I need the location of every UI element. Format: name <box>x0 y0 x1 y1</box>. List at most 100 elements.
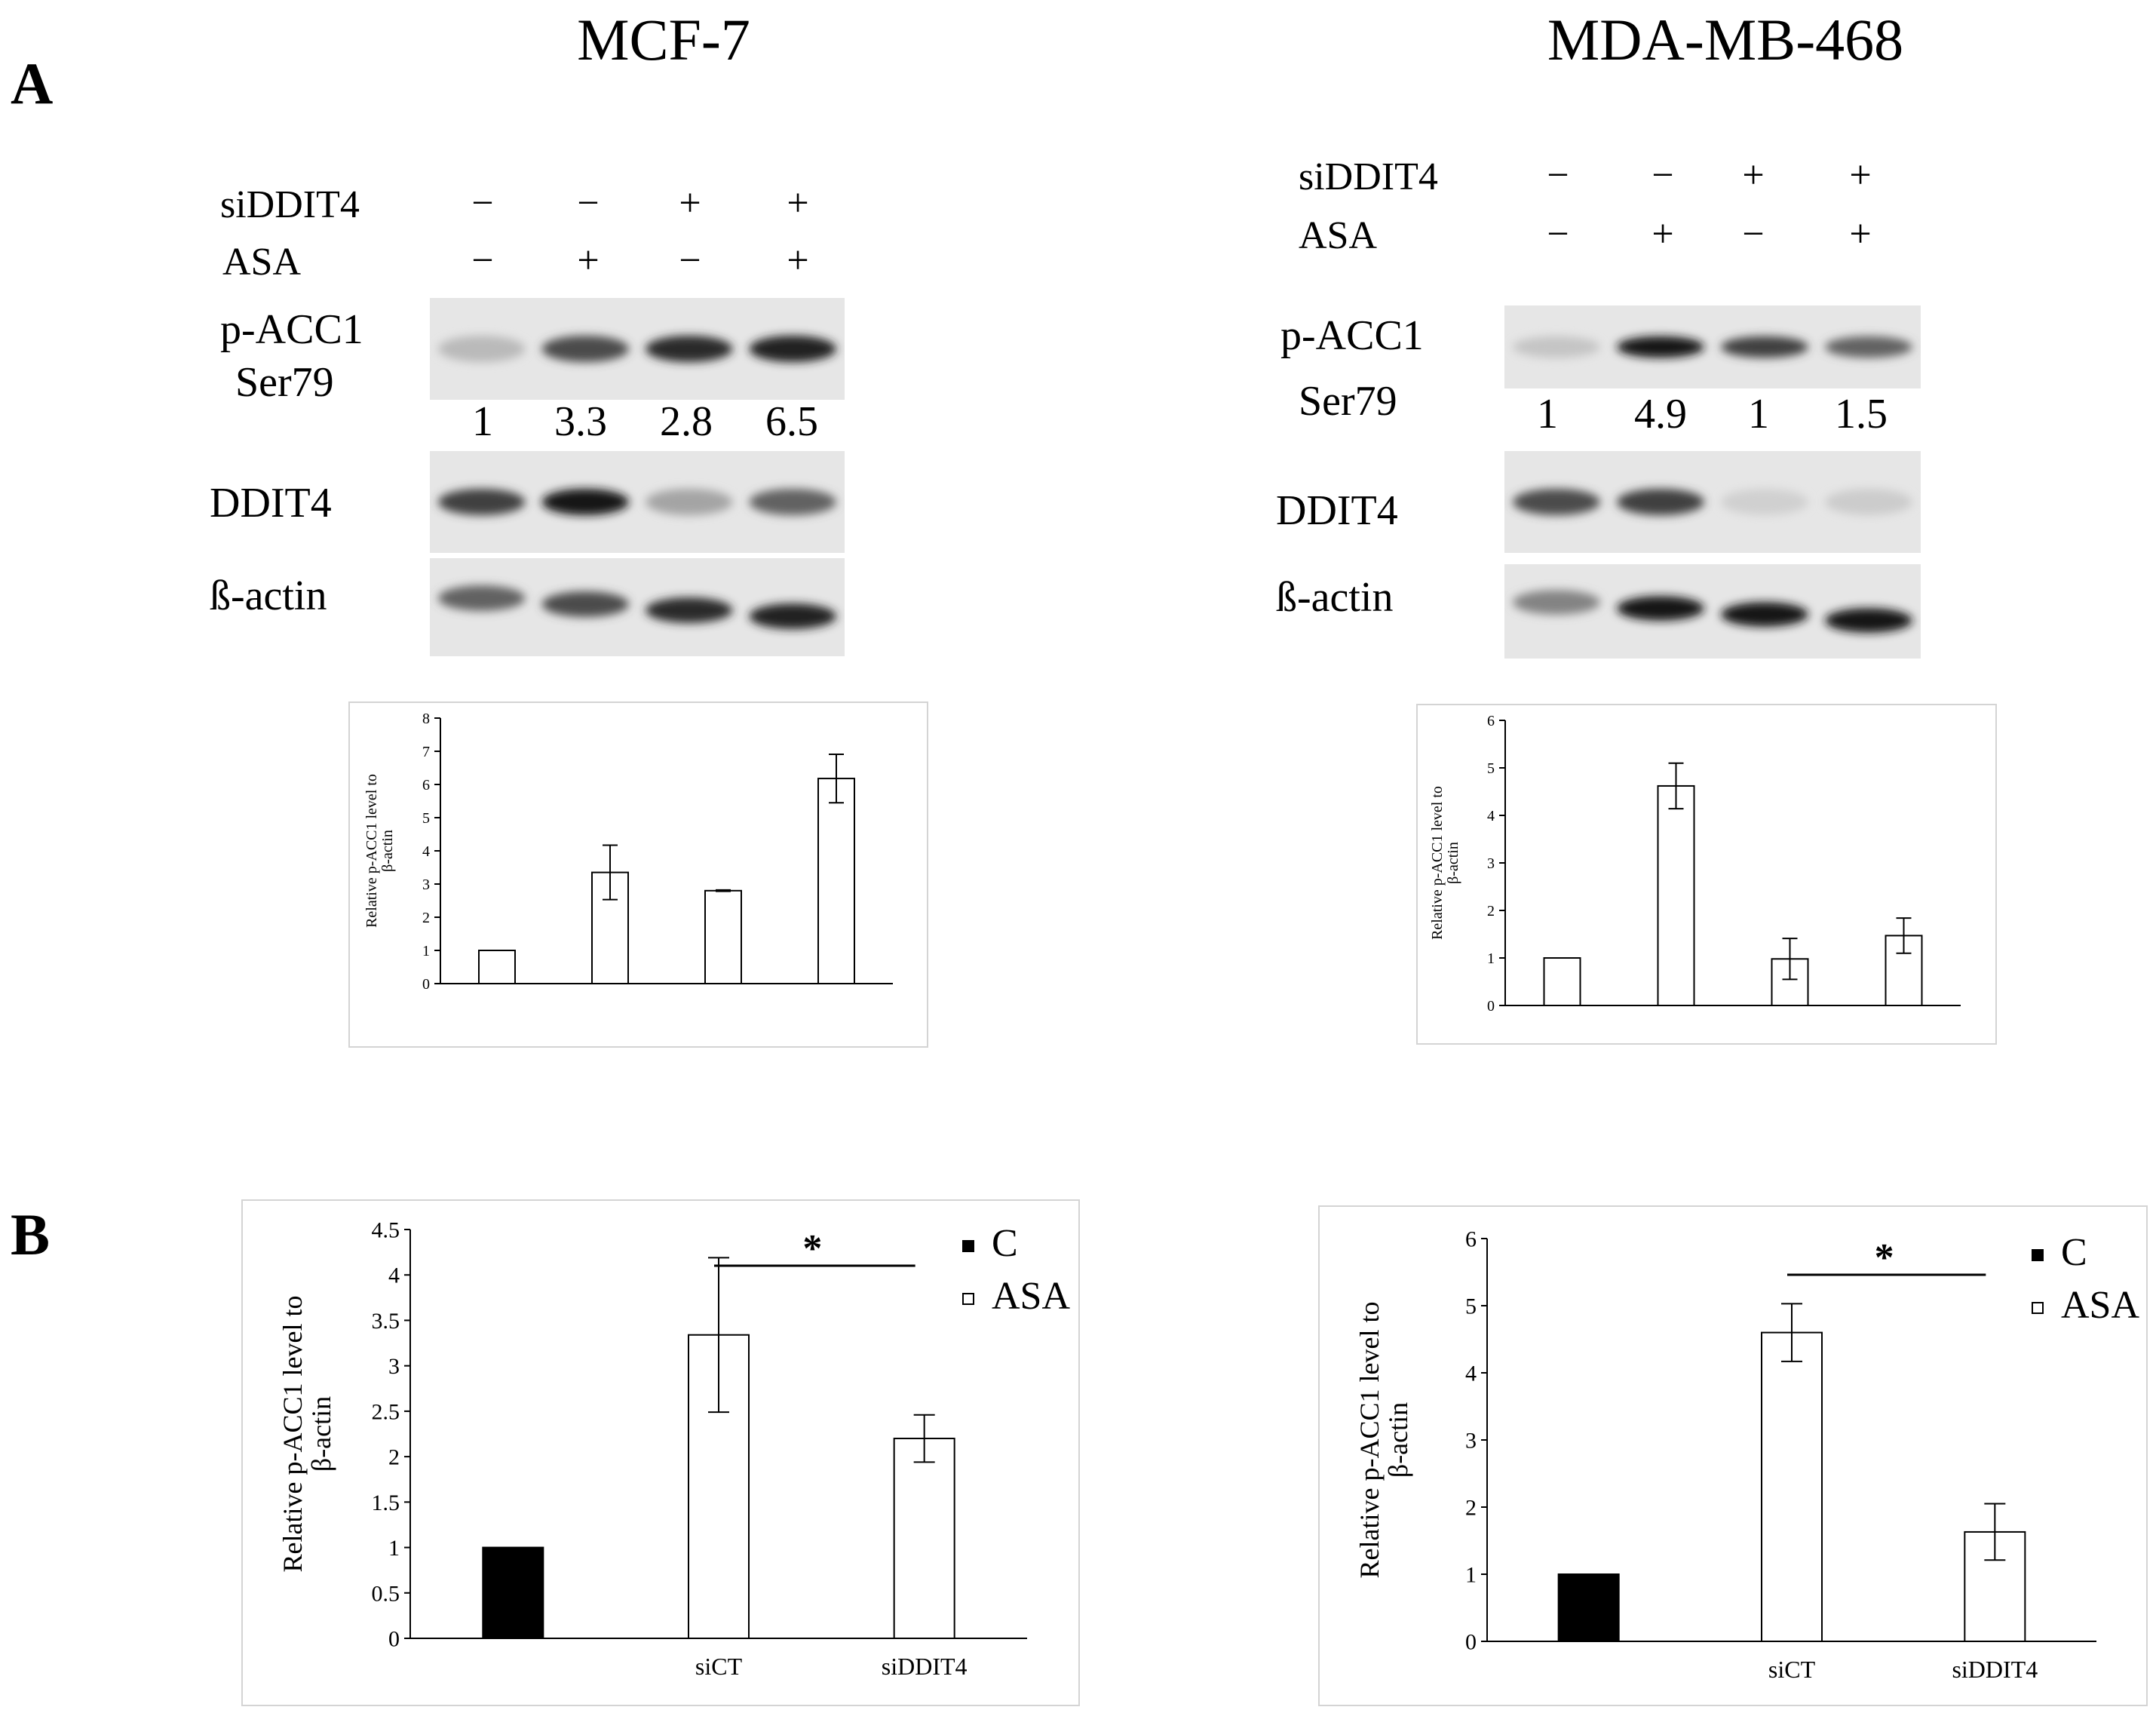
sign: + <box>787 239 809 282</box>
bar <box>817 778 855 985</box>
blot-band <box>541 488 629 516</box>
y-tick-label: 5 <box>1487 760 1495 777</box>
sign: + <box>1849 154 1872 197</box>
y-axis-label-line: β-actin <box>379 830 396 872</box>
y-tick-label: 1 <box>1465 1563 1477 1588</box>
bar-chart-a-mcf7: 0 1 2 3 4 5 6 7 8 Relative p-ACC1 level toβ-actin <box>348 701 928 1048</box>
sign: − <box>1547 213 1569 256</box>
y-tick-label: 6 <box>422 777 430 794</box>
blot-strip-ddit4-mcf7 <box>430 451 845 553</box>
y-tick-label: 2.5 <box>372 1399 400 1424</box>
sign: − <box>471 239 494 282</box>
y-tick-label: 3 <box>422 876 430 893</box>
y-tick-label: 3 <box>1487 855 1495 872</box>
row-label-siddit4: siDDIT4 <box>1299 155 1438 198</box>
row-label-asa: ASA <box>1299 214 1378 257</box>
panel-label-a: A <box>11 51 54 116</box>
sign: − <box>1742 213 1765 256</box>
blot-band <box>646 335 733 363</box>
y-axis-label-line: β-actin <box>1383 1402 1413 1478</box>
bar <box>1657 784 1695 1006</box>
y-tick-label: 0.5 <box>372 1581 400 1606</box>
y-tick-label: 8 <box>422 711 430 727</box>
quant-value: 6.5 <box>765 398 818 445</box>
y-tick-label: 4 <box>1487 808 1495 824</box>
blot-band <box>438 488 526 516</box>
y-tick-label: 2 <box>422 910 430 926</box>
quant-value: 3.3 <box>554 398 607 445</box>
row-label-siddit4: siDDIT4 <box>220 183 360 226</box>
y-axis-label-line: Relative p-ACC1 level to <box>1429 786 1446 940</box>
sign: + <box>679 182 701 225</box>
bar <box>482 1546 544 1639</box>
x-tick-label: siCT <box>1768 1656 1816 1683</box>
blot-band <box>541 335 629 363</box>
legend-label: C <box>2061 1231 2087 1274</box>
sign: − <box>679 239 701 282</box>
legend-label: ASA <box>992 1275 1070 1318</box>
quant-value: 1 <box>472 398 493 445</box>
band-label-ddit4: DDIT4 <box>1276 487 1398 534</box>
band-label-pacc1: p-ACC1 <box>220 306 363 353</box>
y-tick-label: 6 <box>1487 713 1495 729</box>
blot-band <box>438 335 526 363</box>
y-tick-label: 4 <box>388 1263 400 1288</box>
blot-band <box>541 591 629 617</box>
sign: − <box>577 182 600 225</box>
y-tick-label: 5 <box>422 810 430 827</box>
sign: − <box>471 182 494 225</box>
y-tick-label: 1 <box>1487 950 1495 967</box>
panel-label-b: B <box>11 1202 51 1267</box>
y-tick-label: 5 <box>1465 1294 1477 1319</box>
blot-band <box>438 585 526 611</box>
sign: − <box>1652 154 1674 197</box>
y-axis-label-line: β-actin <box>1445 842 1461 884</box>
y-axis-label: Relative p-ACC1 level toβ-actin <box>278 1296 336 1573</box>
y-tick-label: 2 <box>1465 1496 1477 1521</box>
blot-band <box>1721 336 1808 358</box>
y-tick-label: 3 <box>1465 1429 1477 1454</box>
bar <box>704 889 742 984</box>
quant-value: 1 <box>1748 391 1769 437</box>
y-tick-label: 3 <box>388 1354 400 1379</box>
sign: + <box>577 239 600 282</box>
sign: + <box>1742 154 1765 197</box>
quant-value: 1.5 <box>1835 391 1888 437</box>
legend-swatch <box>2032 1302 2044 1314</box>
bar-chart-svg: 0 0.5 1 1.5 2 2.5 3 3.5 4 4.5 Relative p-ACC1 leve… <box>278 1218 1070 1681</box>
blot-band <box>1513 590 1600 615</box>
blot-band <box>1721 488 1808 516</box>
blot-band <box>646 488 733 516</box>
blot-band <box>1825 608 1912 633</box>
y-tick-label: 4 <box>1465 1362 1477 1386</box>
bar-chart-svg: 0 1 2 3 4 5 6 7 8 Relative p-ACC1 level toβ-actin <box>363 711 893 993</box>
y-tick-label: 2 <box>388 1445 400 1470</box>
blot-band <box>646 597 733 623</box>
y-axis-label: Relative p-ACC1 level toβ-actin <box>363 774 396 928</box>
y-tick-label: 4.5 <box>372 1218 400 1243</box>
blot-strip-pacc1-mdamb468 <box>1504 305 1921 388</box>
significance-asterisk: * <box>1875 1236 1894 1279</box>
band-label-ddit4: DDIT4 <box>210 480 332 527</box>
legend-label: ASA <box>2061 1284 2139 1327</box>
legend-swatch <box>962 1240 974 1252</box>
bar <box>478 950 516 984</box>
y-tick-label: 0 <box>388 1627 400 1652</box>
band-label-actin: ß-actin <box>210 573 327 619</box>
y-axis-label: Relative p-ACC1 level toβ-actin <box>1354 1302 1413 1579</box>
y-tick-label: 0 <box>1465 1630 1477 1655</box>
blot-band <box>1721 602 1808 627</box>
quant-value: 1 <box>1537 391 1558 437</box>
band-label-pacc1: p-ACC1 <box>1280 312 1424 359</box>
y-tick-label: 6 <box>1465 1227 1477 1252</box>
x-tick-label: siDDIT4 <box>1952 1656 2038 1683</box>
legend-swatch <box>962 1293 974 1305</box>
blot-band <box>1617 488 1704 516</box>
bar <box>1761 1331 1823 1642</box>
y-tick-label: 7 <box>422 744 430 760</box>
bar <box>1543 957 1581 1006</box>
y-axis-label-line: Relative p-ACC1 level to <box>278 1296 308 1573</box>
y-axis-label-line: β-actin <box>306 1396 336 1472</box>
bar <box>893 1438 955 1639</box>
bar-chart-svg: 0 1 2 3 4 5 6 Relative p-ACC1 level toβ-actin <box>1429 713 1961 1015</box>
